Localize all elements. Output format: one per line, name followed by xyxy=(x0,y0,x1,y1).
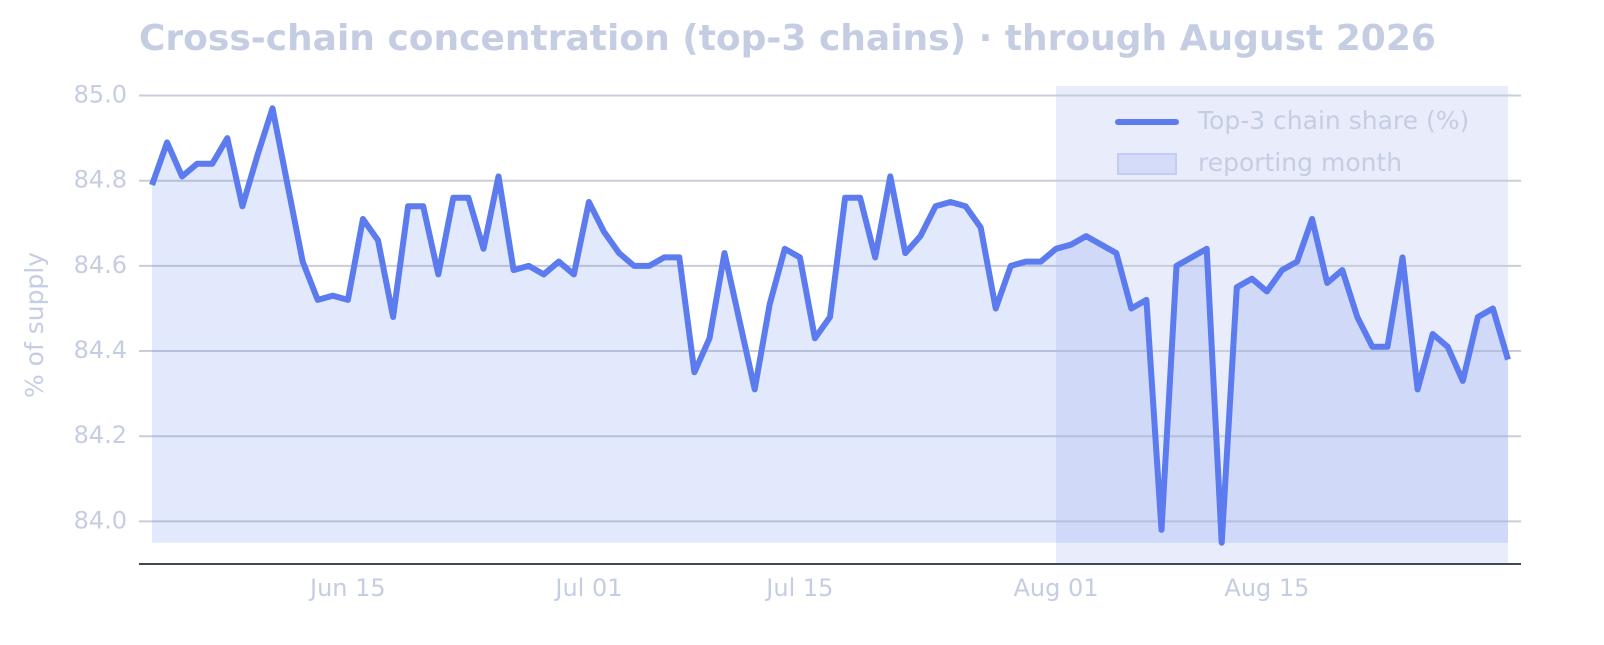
y-tick-label: 84.6 xyxy=(74,251,127,279)
line xyxy=(149,105,1511,546)
y-tick-label: 84.0 xyxy=(74,506,127,534)
x-tick-label: Jun 15 xyxy=(308,574,386,602)
y-tick-label: 84.2 xyxy=(74,421,127,449)
legend-swatch xyxy=(1117,153,1177,175)
y-tick-label: 85.0 xyxy=(74,81,127,109)
x-tick-label: Aug 15 xyxy=(1224,574,1309,602)
x-tick-label: Jul 15 xyxy=(764,574,833,602)
legend-label: reporting month xyxy=(1198,148,1402,177)
chart-title: Cross-chain concentration (top-3 chains)… xyxy=(139,18,1436,59)
y-tick-label: 84.8 xyxy=(74,166,127,194)
x-tick-label: Jul 01 xyxy=(553,574,622,602)
x-tick-label: Aug 01 xyxy=(1013,574,1098,602)
y-tick-label: 84.4 xyxy=(74,336,127,364)
legend-label: Top-3 chain share (%) xyxy=(1197,106,1469,135)
y-axis-label: % of supply xyxy=(20,252,49,398)
